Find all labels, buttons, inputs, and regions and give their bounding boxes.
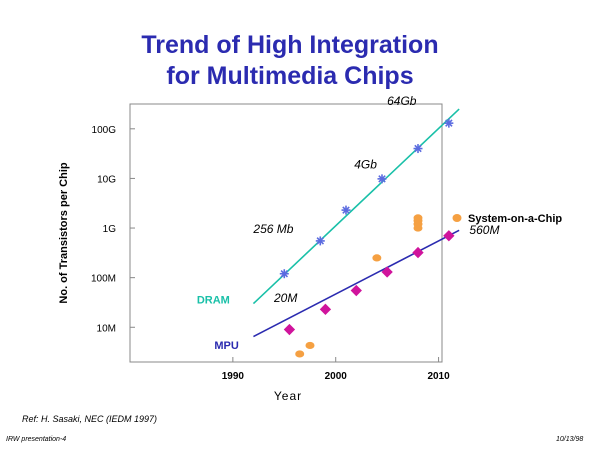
x-tick-label: 2000	[325, 371, 348, 382]
y-tick-label: 10M	[97, 323, 116, 334]
star-ray	[316, 237, 325, 245]
y-tick-label: 100M	[91, 274, 116, 285]
series-label-dram: DRAM	[197, 295, 230, 307]
soc-point	[305, 341, 315, 350]
x-tick-label: 1990	[222, 371, 245, 382]
dram-point	[377, 174, 387, 184]
soc-point	[295, 350, 305, 358]
footer-date: 10/13/98	[556, 436, 584, 443]
x-axis-label: Year	[274, 389, 302, 403]
y-tick-label: 100G	[92, 125, 117, 136]
soc-point	[372, 254, 382, 262]
chart-title-line-1: Trend of High Integration	[141, 31, 439, 59]
star-ray	[280, 269, 289, 278]
x-tick-label: 2010	[427, 371, 450, 382]
y-axis-label: No. of Transistors per Chip	[58, 162, 70, 303]
trend-line-mpu	[253, 229, 460, 338]
annotation-label: 560M	[469, 223, 499, 237]
dram-point	[279, 269, 289, 279]
y-tick-label: 1G	[103, 224, 117, 235]
mpu-point	[443, 230, 455, 242]
star-ray	[445, 119, 453, 127]
y-tick-label: 10G	[97, 174, 116, 185]
mpu-point	[283, 323, 296, 336]
series-label-mpu: MPU	[214, 340, 239, 352]
chart-title-line-2: for Multimedia Chips	[166, 62, 414, 90]
legend-label-soc: System-on-a-Chip	[468, 213, 562, 225]
dram-point	[315, 236, 325, 246]
mpu-point	[319, 303, 332, 315]
soc-point	[413, 214, 423, 222]
annotation-label: 256 Mb	[252, 222, 293, 236]
legend-marker-soc	[452, 214, 462, 222]
star-ray	[414, 144, 422, 153]
mpu-point	[381, 266, 393, 278]
annotation-label: 20M	[273, 291, 297, 305]
dram-point	[444, 118, 454, 128]
dram-point	[341, 205, 351, 215]
annotation-label: 4Gb	[354, 157, 377, 171]
footer-left: IRW presentation-4	[6, 436, 67, 443]
star-ray	[342, 206, 350, 214]
reference-note: Ref: H. Sasaki, NEC (IEDM 1997)	[22, 414, 158, 424]
mpu-point	[350, 284, 362, 297]
annotation-label: 64Gb	[387, 94, 417, 108]
dram-point	[413, 144, 423, 154]
star-ray	[378, 175, 386, 183]
plot-frame	[129, 103, 443, 363]
